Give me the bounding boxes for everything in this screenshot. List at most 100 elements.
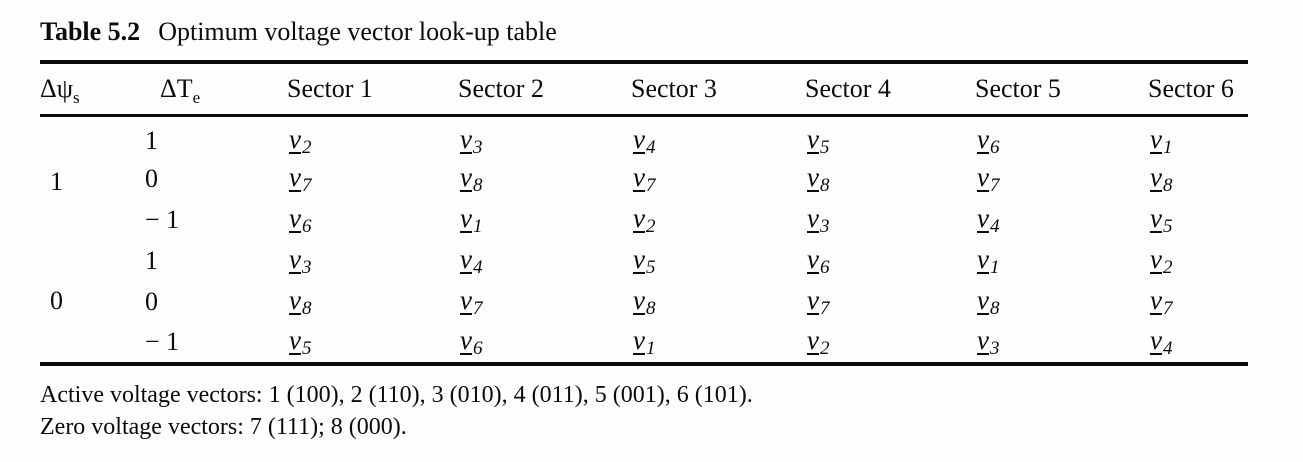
table-caption: Table 5.2 Optimum voltage vector look-up … [40, 17, 1303, 47]
vector-cell: v7 [631, 159, 805, 200]
vector-symbol: v [460, 324, 472, 355]
vector-subscript: 8 [1162, 174, 1173, 196]
vector-cell: v1 [1148, 115, 1248, 159]
vector-symbol: v [977, 123, 989, 154]
vector-symbol: v [977, 324, 989, 355]
flux-header-base: Δψ [40, 73, 73, 103]
vector-symbol: v [289, 123, 301, 154]
flux-column-header: Δψs [40, 62, 145, 117]
vector-symbol: v [289, 284, 301, 315]
table-row: 0 v8 v7 v8 v7 v8 v7 [40, 282, 1248, 323]
vector-symbol: v [977, 284, 989, 315]
vector-subscript: 2 [645, 215, 656, 237]
vector-cell: v1 [975, 241, 1148, 282]
vector-cell: v5 [631, 241, 805, 282]
vector-cell: v8 [975, 282, 1148, 323]
vector-subscript: 7 [1162, 297, 1173, 319]
vector-symbol: v [1150, 243, 1162, 274]
vector-symbol: v [1150, 202, 1162, 233]
vector-subscript: 6 [989, 136, 1000, 158]
vector-symbol: v [807, 284, 819, 315]
vector-cell: v8 [287, 282, 458, 323]
vector-cell: v5 [805, 115, 975, 159]
vector-symbol: v [460, 243, 472, 274]
vector-symbol: v [977, 243, 989, 274]
vector-cell: v7 [287, 159, 458, 200]
vector-cell: v7 [458, 282, 631, 323]
flux-header-subscript: s [73, 87, 80, 107]
vector-subscript: 8 [989, 297, 1000, 319]
vector-symbol: v [1150, 284, 1162, 315]
sector-1-header: Sector 1 [287, 62, 458, 117]
voltage-vector-lookup-table: Δψs ΔTe Sector 1 Sector 2 Sector 3 Secto… [40, 60, 1248, 366]
vector-symbol: v [289, 202, 301, 233]
table-row: − 1 v6 v1 v2 v3 v4 v5 [40, 200, 1248, 241]
vector-subscript: 1 [989, 256, 1000, 278]
vector-cell: v1 [458, 200, 631, 241]
torque-value: 0 [145, 164, 158, 193]
sector-4-header: Sector 4 [805, 62, 975, 117]
vector-cell: v2 [631, 200, 805, 241]
vector-subscript: 2 [301, 136, 312, 158]
vector-cell: v3 [458, 115, 631, 159]
vector-cell: v6 [975, 115, 1148, 159]
vector-subscript: 8 [301, 297, 312, 319]
vector-subscript: 6 [301, 215, 312, 237]
vector-subscript: 3 [472, 136, 483, 158]
vector-cell: v4 [631, 115, 805, 159]
vector-subscript: 6 [472, 337, 483, 359]
vector-subscript: 7 [989, 174, 1000, 196]
vector-subscript: 1 [645, 337, 656, 359]
vector-subscript: 4 [1162, 337, 1173, 359]
vector-symbol: v [1150, 161, 1162, 192]
vector-symbol: v [633, 161, 645, 192]
vector-symbol: v [807, 202, 819, 233]
vector-cell: v4 [975, 200, 1148, 241]
vector-symbol: v [633, 202, 645, 233]
vector-subscript: 7 [819, 297, 830, 319]
vector-subscript: 3 [301, 256, 312, 278]
vector-subscript: 1 [1162, 136, 1173, 158]
vector-symbol: v [289, 324, 301, 355]
vector-cell: v8 [458, 159, 631, 200]
vector-symbol: v [807, 123, 819, 154]
vector-subscript: 7 [645, 174, 656, 196]
vector-cell: v4 [458, 241, 631, 282]
vector-cell: v3 [805, 200, 975, 241]
vector-cell: v6 [458, 323, 631, 364]
vector-cell: v7 [975, 159, 1148, 200]
torque-header-base: ΔT [160, 73, 193, 103]
vector-symbol: v [289, 161, 301, 192]
vector-cell: v2 [1148, 241, 1248, 282]
sector-3-header: Sector 3 [631, 62, 805, 117]
sector-2-header: Sector 2 [458, 62, 631, 117]
vector-symbol: v [460, 161, 472, 192]
vector-symbol: v [633, 243, 645, 274]
table-caption-text: Optimum voltage vector look-up table [158, 17, 557, 46]
vector-symbol: v [289, 243, 301, 274]
table-row: − 1 v5 v6 v1 v2 v3 v4 [40, 323, 1248, 364]
flux-value: 1 [50, 167, 63, 196]
vector-cell: v2 [805, 323, 975, 364]
table-row: 1 1 v2 v3 v4 v5 v6 v1 [40, 115, 1248, 197]
vector-cell: v3 [975, 323, 1148, 364]
vector-cell: v2 [287, 115, 458, 159]
vector-symbol: v [807, 324, 819, 355]
sector-6-header: Sector 6 [1148, 62, 1248, 117]
vector-cell: v8 [631, 282, 805, 323]
torque-value: 1 [145, 246, 158, 275]
vector-cell: v8 [1148, 159, 1248, 200]
vector-subscript: 8 [819, 174, 830, 196]
vector-subscript: 7 [301, 174, 312, 196]
vector-symbol: v [807, 161, 819, 192]
vector-subscript: 5 [1162, 215, 1173, 237]
vector-cell: v6 [805, 241, 975, 282]
vector-subscript: 8 [645, 297, 656, 319]
vector-cell: v3 [287, 241, 458, 282]
vector-cell: v6 [287, 200, 458, 241]
vector-symbol: v [1150, 324, 1162, 355]
vector-subscript: 4 [472, 256, 483, 278]
vector-cell: v7 [1148, 282, 1248, 323]
vector-cell: v5 [287, 323, 458, 364]
